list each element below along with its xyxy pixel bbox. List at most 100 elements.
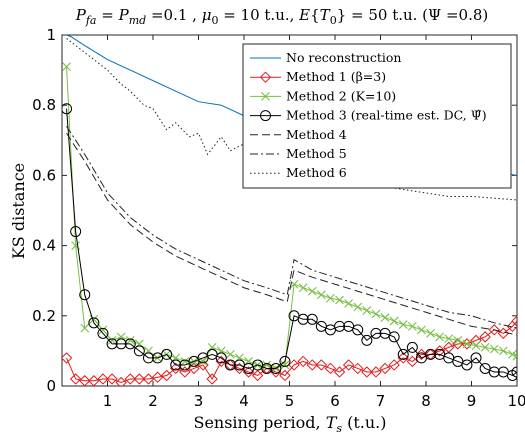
marker-stroke (335, 295, 344, 305)
data-point (298, 283, 308, 293)
marker-stroke (471, 341, 481, 351)
data-point (361, 334, 373, 346)
data-point (315, 359, 328, 371)
data-point (316, 290, 326, 300)
data-point (443, 341, 455, 354)
data-point (426, 328, 435, 338)
data-point (480, 343, 490, 352)
data-point (417, 325, 426, 335)
marker-stroke (512, 351, 517, 357)
legend-entry: Method 3 (real-time est. DC, Ψ̂) (250, 108, 487, 123)
data-point (179, 366, 191, 378)
data-point (362, 306, 372, 315)
legend-entry: Method 2 (K=10) (250, 88, 396, 103)
data-point (115, 338, 127, 350)
marker-stroke (198, 357, 208, 366)
legend-entry: Method 6 (250, 165, 347, 180)
legend-box (242, 43, 512, 189)
data-point (453, 335, 463, 345)
data-point (511, 315, 517, 327)
legend-label: Method 6 (286, 165, 347, 180)
legend-entry: Method 4 (250, 127, 347, 142)
x-tick-label: 1 (103, 392, 113, 410)
data-point (379, 362, 391, 375)
series-5 (66, 133, 517, 336)
data-point (224, 359, 236, 371)
data-point (361, 366, 373, 378)
marker-stroke (362, 306, 372, 315)
legend-label: Method 4 (286, 127, 347, 142)
data-point (297, 355, 309, 368)
data-point (62, 352, 73, 364)
y-tick-label: 0.2 (32, 307, 56, 325)
data-point (352, 324, 364, 336)
legend-entry: Method 5 (250, 146, 347, 161)
data-point (88, 375, 100, 386)
marker-stroke (480, 343, 490, 352)
x-tick-label: 9 (467, 392, 477, 410)
data-point (471, 341, 481, 351)
data-point (488, 324, 500, 336)
legend-marker (259, 71, 272, 83)
data-point (124, 373, 136, 385)
data-point (289, 279, 299, 289)
data-point (335, 295, 344, 305)
marker-stroke (71, 241, 81, 250)
data-point (97, 327, 109, 339)
chart-title: Pfa = Pmd =0.1 , μ0 = 10 t.u., E{T0} = 5… (75, 6, 488, 27)
data-point (511, 366, 517, 378)
data-point (470, 352, 482, 364)
data-point (79, 375, 91, 386)
data-point (433, 345, 446, 357)
data-point (306, 359, 318, 371)
marker-stroke (98, 325, 108, 335)
data-point (225, 350, 235, 359)
marker-stroke (489, 344, 499, 354)
series-line-2 (66, 320, 517, 384)
data-point (388, 331, 400, 343)
data-point (498, 346, 508, 356)
x-axis-label: Sensing period, Ts (t.u.) (193, 413, 386, 435)
marker-stroke (289, 279, 299, 289)
data-point (371, 309, 381, 319)
data-point (397, 352, 409, 364)
data-point (98, 325, 108, 335)
marker-stroke (444, 334, 454, 344)
legend-entries: No reconstruction Method 1 (β=3) Method 2 … (250, 50, 487, 180)
data-point (380, 313, 390, 322)
x-tick-label: 2 (148, 392, 158, 410)
data-point (270, 362, 282, 374)
marker-stroke (407, 321, 417, 331)
data-point (352, 362, 364, 375)
data-point (479, 331, 491, 343)
marker-stroke (307, 286, 317, 296)
data-point (297, 313, 309, 325)
marker-stroke (298, 283, 308, 293)
data-point (107, 335, 117, 345)
y-tick-label: 0.8 (32, 96, 56, 114)
marker-stroke (453, 335, 463, 345)
data-point (388, 359, 400, 371)
data-point (206, 373, 218, 385)
marker-stroke (280, 360, 290, 370)
data-point (489, 344, 499, 354)
data-point (88, 317, 100, 329)
data-point (444, 334, 454, 344)
data-point (397, 348, 409, 360)
data-point (125, 335, 135, 345)
data-point (279, 355, 291, 367)
marker-stroke (225, 350, 235, 359)
data-point (215, 352, 227, 364)
data-point (279, 369, 291, 382)
data-point (124, 338, 136, 350)
data-point (344, 299, 354, 308)
data-point (97, 373, 109, 385)
series-line-7 (66, 38, 517, 201)
marker-stroke (62, 62, 71, 71)
legend-marker (261, 92, 270, 101)
data-point (115, 376, 127, 386)
data-point (106, 338, 118, 350)
data-point (133, 373, 146, 385)
series-line-4 (66, 108, 517, 377)
